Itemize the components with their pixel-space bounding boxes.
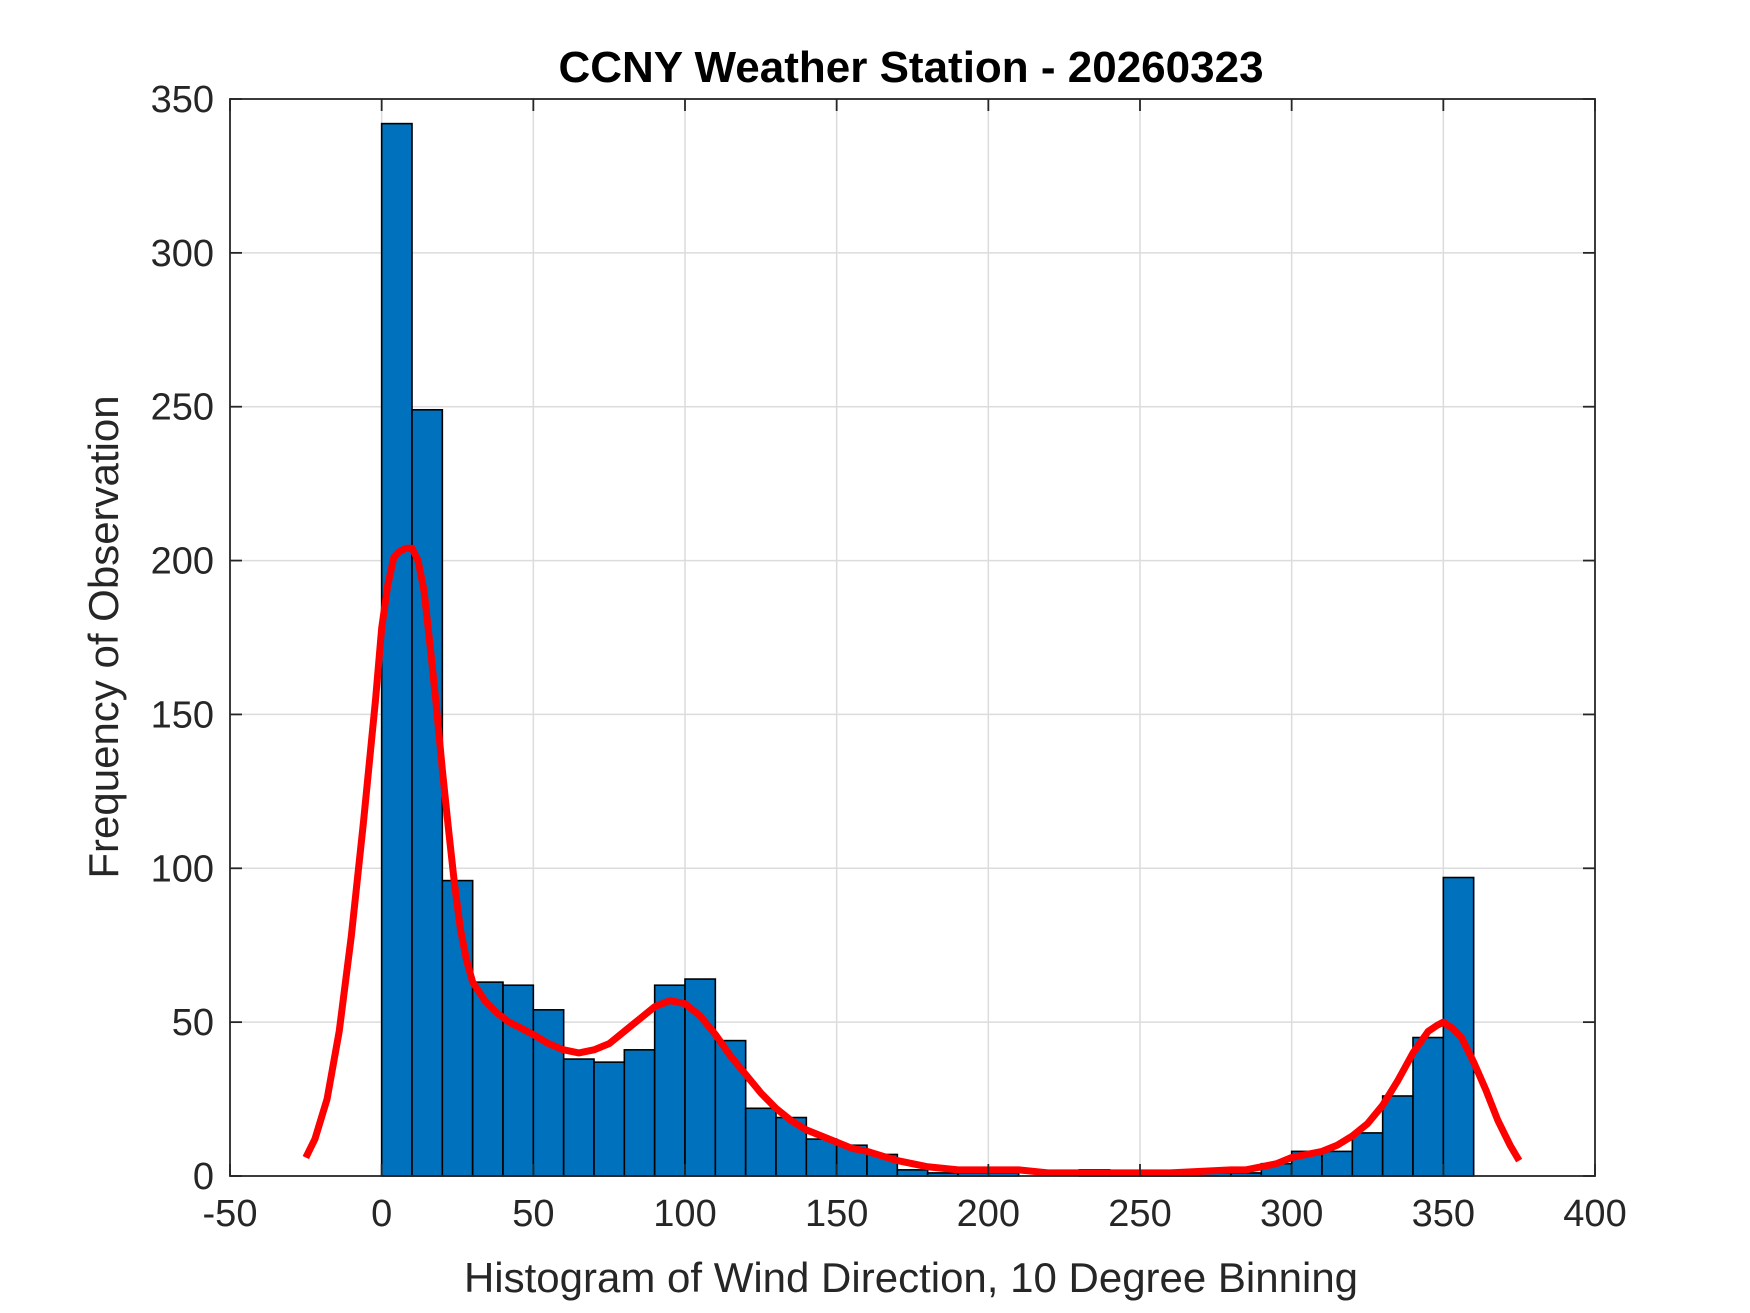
y-tick-label: 50 — [172, 1002, 214, 1044]
histogram-bar — [744, 1107, 777, 1177]
y-tick-label: 100 — [151, 848, 214, 890]
chart-title: CCNY Weather Station - 20260323 — [558, 43, 1263, 92]
x-tick-label: 0 — [371, 1193, 392, 1235]
x-tick-label: 400 — [1563, 1193, 1626, 1235]
bar-layer — [380, 122, 1475, 1177]
x-axis-label: Histogram of Wind Direction, 10 Degree B… — [464, 1254, 1358, 1301]
y-tick-label: 250 — [151, 387, 214, 429]
x-tick-label: 300 — [1260, 1193, 1323, 1235]
histogram-bar — [1381, 1095, 1414, 1177]
tick-label-layer: -50 0 50 100 150 200 250 300 350 4000501001502002… — [151, 79, 1627, 1235]
histogram-bar — [562, 1058, 595, 1177]
x-tick-label: 200 — [957, 1193, 1020, 1235]
y-tick-label: 350 — [151, 79, 214, 121]
histogram-bar — [411, 408, 444, 1177]
fit-curve-layer — [302, 544, 1523, 1177]
histogram-bar — [805, 1138, 838, 1177]
histogram-bar — [593, 1061, 626, 1177]
x-tick-label: 250 — [1108, 1193, 1171, 1235]
histogram-bar — [1351, 1132, 1384, 1177]
x-tick-label: -50 — [203, 1193, 258, 1235]
x-tick-label: 350 — [1412, 1193, 1475, 1235]
histogram-bar — [1321, 1150, 1354, 1177]
y-tick-label: 200 — [151, 541, 214, 583]
histogram-bar — [502, 984, 535, 1177]
y-tick-label: 300 — [151, 233, 214, 275]
histogram-bar — [653, 984, 686, 1177]
histogram-bar — [380, 122, 413, 1177]
grid-layer — [230, 99, 1595, 1176]
x-tick-label: 50 — [512, 1193, 554, 1235]
histogram-bar — [1412, 1036, 1445, 1177]
y-axis-label: Frequency of Observation — [80, 395, 127, 878]
x-tick-label: 100 — [653, 1193, 716, 1235]
axis-layer — [229, 98, 1596, 1177]
histogram-bar — [623, 1049, 656, 1177]
histogram-bar — [896, 1169, 929, 1177]
y-tick-label: 0 — [193, 1156, 214, 1198]
fit-curve-line — [302, 544, 1523, 1177]
y-tick-label: 150 — [151, 694, 214, 736]
x-tick-label: 150 — [805, 1193, 868, 1235]
plot-area-frame — [229, 98, 1596, 1177]
